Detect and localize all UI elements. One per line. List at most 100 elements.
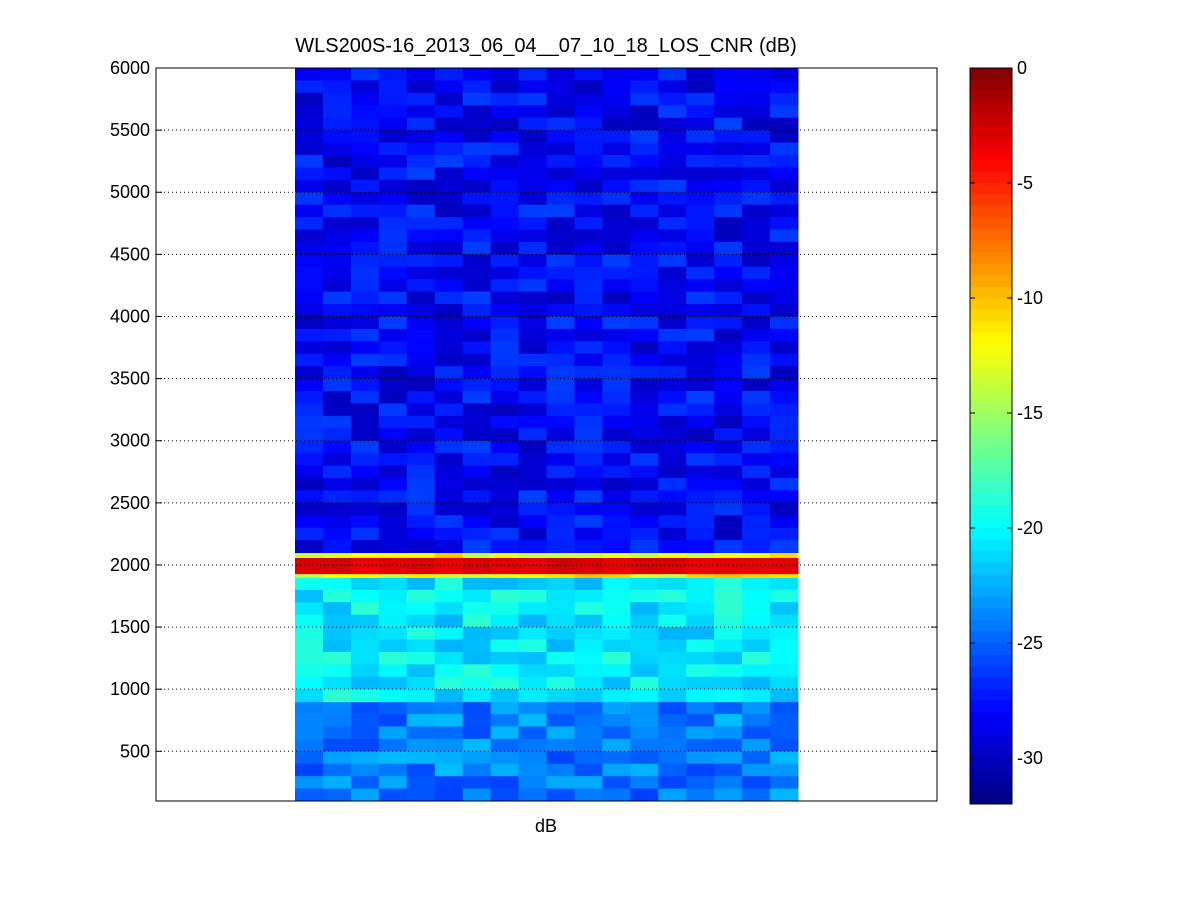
heatmap-cell — [378, 589, 408, 603]
heatmap-cell — [406, 142, 436, 156]
heatmap-cell — [630, 714, 659, 727]
heatmap-cell — [490, 701, 520, 715]
heatmap-cell — [518, 254, 547, 268]
heatmap-cell — [546, 573, 575, 578]
heatmap-cell — [490, 738, 520, 752]
heatmap-cell — [574, 179, 603, 193]
heatmap-cell — [602, 738, 631, 752]
heatmap-cell — [742, 316, 771, 330]
heatmap-cell — [462, 341, 492, 355]
heatmap-cell — [490, 465, 520, 479]
heatmap-cell — [322, 179, 352, 193]
heatmap-cell — [462, 776, 492, 790]
heatmap-cell — [686, 589, 715, 603]
heatmap-cell — [714, 341, 743, 355]
heatmap-cell — [295, 279, 324, 293]
heatmap-cell — [322, 192, 352, 206]
heatmap-cell — [350, 229, 380, 243]
heatmap-cell — [714, 664, 743, 678]
heatmap-cell — [462, 639, 492, 653]
heatmap-cell — [546, 577, 575, 591]
heatmap-cell — [322, 557, 352, 575]
heatmap-cell — [518, 154, 547, 168]
heatmap-cell — [322, 316, 352, 330]
heatmap-cell — [406, 254, 436, 268]
heatmap-cell — [630, 229, 659, 243]
heatmap-cell — [378, 378, 408, 392]
colorbar-ticks: 0 -5 -10 -15 -20 -25 -30 — [970, 58, 1043, 768]
heatmap-cell — [602, 776, 631, 790]
heatmap-cell — [322, 391, 352, 404]
heatmap-cell — [742, 573, 771, 578]
heatmap-cell — [574, 130, 603, 144]
colorbar-segment — [970, 240, 1012, 253]
heatmap-cell — [518, 105, 547, 119]
heatmap-cell — [295, 701, 324, 715]
heatmap-cell — [518, 391, 547, 404]
heatmap-cell — [350, 465, 380, 479]
heatmap-cell — [602, 477, 631, 491]
colorbar-segment — [970, 252, 1012, 264]
heatmap-cell — [602, 701, 631, 715]
heatmap-cell — [322, 577, 352, 591]
heatmap-cell — [714, 527, 743, 541]
heatmap-cell — [518, 428, 547, 442]
heatmap-cell — [490, 490, 520, 504]
heatmap-cell — [406, 154, 436, 168]
colorbar-segment — [970, 125, 1012, 138]
heatmap-cell — [714, 179, 743, 193]
heatmap-cell — [630, 154, 659, 168]
heatmap-cell — [686, 573, 715, 578]
heatmap-cell — [490, 328, 520, 342]
heatmap-cell — [546, 614, 575, 628]
heatmap-cell — [378, 366, 408, 380]
heatmap-cell — [714, 428, 743, 442]
heatmap-cell — [434, 204, 464, 218]
heatmap-cell — [546, 291, 575, 305]
heatmap-cell — [686, 540, 715, 554]
heatmap-cell — [574, 105, 603, 119]
heatmap-cell — [602, 304, 631, 317]
heatmap-cell — [574, 465, 603, 479]
heatmap-cell — [462, 353, 492, 367]
heatmap-cell — [658, 557, 687, 575]
heatmap-cell — [322, 490, 352, 504]
heatmap-cell — [574, 490, 603, 504]
heatmap-cell — [350, 391, 380, 404]
colorbar-tick-label: -15 — [1017, 403, 1043, 423]
heatmap-cell — [742, 453, 771, 467]
heatmap-cell — [518, 477, 547, 491]
heatmap-cell — [322, 254, 352, 268]
heatmap-cell — [406, 304, 436, 317]
heatmap-cell — [378, 676, 408, 690]
heatmap-cell — [630, 254, 659, 268]
heatmap-cell — [686, 266, 715, 280]
heatmap-cell — [406, 788, 436, 802]
heatmap-cell — [546, 557, 575, 575]
heatmap-cell — [378, 477, 408, 491]
heatmap-cell — [602, 552, 631, 558]
heatmap-cell — [602, 328, 631, 342]
heatmap-cell — [322, 167, 352, 181]
heatmap-cell — [602, 403, 631, 417]
heatmap-cell — [295, 105, 324, 119]
heatmap-cell — [574, 378, 603, 392]
heatmap-cell — [770, 490, 799, 504]
heatmap-cell — [434, 465, 464, 479]
heatmap-cell — [630, 279, 659, 293]
heatmap-cell — [518, 142, 547, 156]
colorbar-segment — [970, 390, 1012, 402]
heatmap-cell — [434, 714, 464, 727]
heatmap-cell — [602, 465, 631, 479]
heatmap-cell — [742, 477, 771, 491]
heatmap-cell — [295, 540, 324, 554]
heatmap-cell — [546, 92, 575, 106]
heatmap-cell — [714, 676, 743, 690]
heatmap-cell — [742, 179, 771, 193]
heatmap-cell — [546, 130, 575, 144]
heatmap-cell — [378, 788, 408, 802]
heatmap-cell — [770, 366, 799, 380]
heatmap-cell — [350, 515, 380, 529]
heatmap-cell — [406, 341, 436, 355]
